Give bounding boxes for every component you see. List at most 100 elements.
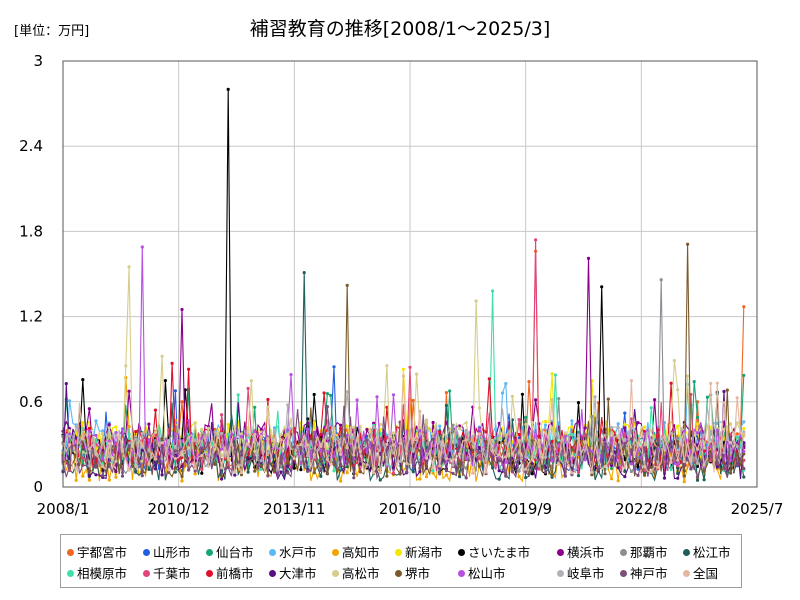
data-point xyxy=(120,449,125,453)
data-point xyxy=(200,454,204,458)
data-point xyxy=(81,421,85,425)
data-point xyxy=(332,469,336,473)
data-point xyxy=(180,439,184,443)
data-point xyxy=(352,453,356,457)
data-point xyxy=(167,468,171,472)
data-point xyxy=(576,401,581,405)
data-point xyxy=(676,388,680,392)
data-point xyxy=(583,448,587,452)
data-point xyxy=(649,406,653,410)
data-point xyxy=(524,476,528,480)
data-point xyxy=(444,469,448,473)
data-point xyxy=(517,439,521,443)
data-point xyxy=(491,442,495,446)
data-point xyxy=(590,446,594,450)
data-point xyxy=(471,449,475,453)
data-point xyxy=(636,465,640,469)
data-point xyxy=(173,449,177,453)
data-point xyxy=(253,432,257,437)
data-point xyxy=(332,459,336,463)
data-point xyxy=(279,433,283,437)
data-point xyxy=(289,373,293,377)
data-point xyxy=(385,448,389,452)
legend-item: 松江市 xyxy=(683,542,731,561)
data-point xyxy=(233,443,237,448)
data-point xyxy=(68,464,72,468)
data-point xyxy=(735,435,739,439)
data-point xyxy=(695,461,700,465)
data-point xyxy=(220,477,224,481)
data-point xyxy=(629,469,634,474)
legend-label: 水戸市 xyxy=(279,545,317,560)
legend: 宇都宮市 山形市 仙台市 水戸市 高知市 新潟市 さいたま市 横浜市 那覇市 松江市 相模原市 千葉市… xyxy=(60,534,742,588)
legend-item: 水戸市 xyxy=(269,542,317,561)
data-point xyxy=(319,468,323,472)
legend-marker xyxy=(67,549,74,556)
data-point xyxy=(424,464,429,468)
data-point xyxy=(206,441,210,445)
data-point xyxy=(669,467,673,472)
data-point xyxy=(695,447,700,451)
data-point xyxy=(101,431,105,435)
data-point xyxy=(418,409,422,413)
data-point xyxy=(702,463,706,467)
y-tick-label: 0 xyxy=(33,478,43,496)
data-point xyxy=(735,421,739,425)
data-point xyxy=(299,468,303,472)
data-point xyxy=(101,457,105,461)
data-point xyxy=(319,474,323,478)
data-point xyxy=(266,451,270,455)
data-point xyxy=(306,427,310,431)
data-point xyxy=(563,453,567,457)
chart-title: 補習教育の推移[2008/1～2025/3] xyxy=(249,18,551,40)
data-point xyxy=(246,456,250,460)
data-point xyxy=(725,388,729,392)
data-point xyxy=(107,441,111,446)
data-point xyxy=(339,423,343,427)
data-point xyxy=(610,477,614,481)
data-point xyxy=(742,466,746,471)
y-tick-label: 1.8 xyxy=(19,222,43,240)
data-point xyxy=(266,474,270,478)
data-point xyxy=(87,426,91,431)
y-tick-label: 1.2 xyxy=(19,308,43,326)
data-point xyxy=(444,391,448,395)
data-point xyxy=(742,452,746,456)
data-point xyxy=(200,446,204,450)
data-point xyxy=(107,478,111,482)
data-point xyxy=(193,438,197,442)
data-point xyxy=(464,429,468,433)
data-point xyxy=(385,364,389,368)
data-point xyxy=(114,469,118,474)
data-point xyxy=(682,463,686,467)
data-point xyxy=(239,471,244,475)
data-point xyxy=(233,470,237,474)
data-point xyxy=(695,475,700,479)
data-point xyxy=(325,431,329,436)
data-point xyxy=(527,380,531,384)
data-point xyxy=(266,405,270,409)
data-point xyxy=(610,461,614,465)
data-point xyxy=(517,475,521,479)
data-point xyxy=(600,285,604,289)
data-point xyxy=(576,430,581,434)
data-point xyxy=(249,379,253,383)
data-point xyxy=(643,465,647,469)
data-point xyxy=(378,478,382,482)
data-point xyxy=(140,459,144,463)
data-point xyxy=(692,380,696,384)
data-point xyxy=(200,439,204,444)
data-point xyxy=(418,432,422,436)
legend-label: 横浜市 xyxy=(567,545,605,560)
data-point xyxy=(722,401,726,405)
data-point xyxy=(134,430,138,434)
data-point xyxy=(610,452,614,456)
data-point xyxy=(722,465,726,469)
data-point xyxy=(729,471,733,475)
data-point xyxy=(553,373,558,377)
data-point xyxy=(226,87,230,91)
legend-marker xyxy=(458,570,465,577)
data-point xyxy=(676,458,680,462)
data-point xyxy=(709,459,713,463)
data-point xyxy=(735,463,739,467)
